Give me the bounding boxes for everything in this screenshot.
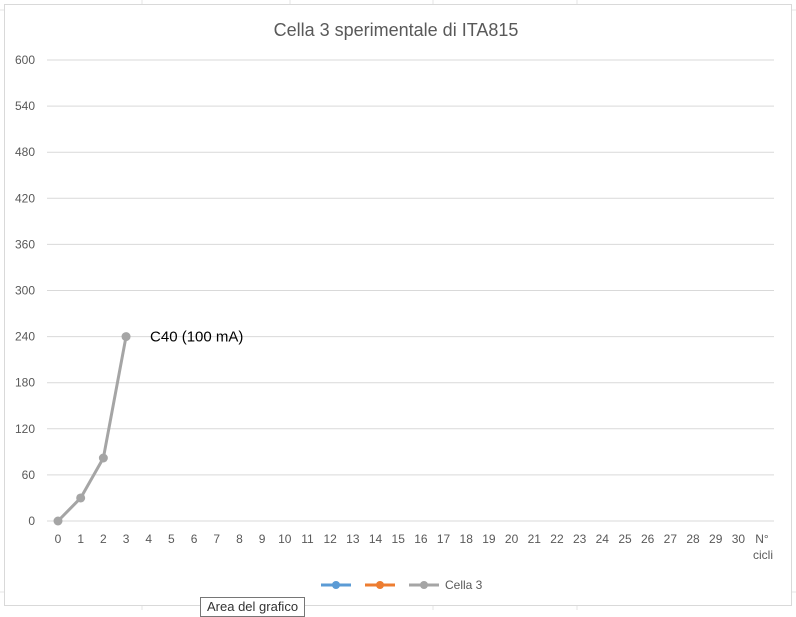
y-tick-label: 180	[15, 376, 35, 390]
x-tick-label: 6	[191, 532, 198, 546]
x-tick-label: 16	[414, 532, 428, 546]
data-annotation: C40 (100 mA)	[150, 329, 243, 346]
x-tick-label: 18	[460, 532, 474, 546]
data-point	[121, 332, 131, 342]
line-chart: Cella 3 sperimentale di ITA8150601201802…	[15, 20, 774, 592]
x-tick-label: 27	[664, 532, 678, 546]
data-point	[98, 453, 108, 463]
x-axis-title: cicli	[753, 548, 773, 562]
x-tick-label: 30	[732, 532, 746, 546]
x-tick-label: 4	[145, 532, 152, 546]
x-tick-label: 9	[259, 532, 266, 546]
x-tick-label: 15	[392, 532, 406, 546]
x-tick-label: 0	[55, 532, 62, 546]
chart-area[interactable]: Cella 3 sperimentale di ITA815 0 60 120 180 2…	[4, 4, 792, 606]
data-point	[53, 516, 63, 526]
x-tick-label: 2	[100, 532, 107, 546]
x-tick-label: 10	[278, 532, 292, 546]
x-tick-label: 5	[168, 532, 175, 546]
x-tick-label: 29	[709, 532, 723, 546]
x-tick-label: 12	[323, 532, 337, 546]
chart-area-tooltip: Area del grafico	[200, 597, 306, 617]
x-tick-label: 1	[77, 532, 84, 546]
y-tick-label: 120	[15, 422, 35, 436]
y-tick-label: 420	[15, 191, 35, 205]
x-tick-label: 22	[550, 532, 564, 546]
x-tick-label: 14	[369, 532, 383, 546]
x-tick-label: 7	[213, 532, 220, 546]
x-tick-label: 11	[301, 532, 314, 546]
y-tick-label: 0	[28, 514, 35, 528]
y-tick-label: 360	[15, 237, 35, 251]
x-tick-label: 28	[686, 532, 700, 546]
x-tick-label: 3	[123, 532, 130, 546]
legend-marker	[420, 581, 428, 589]
x-tick-label: 25	[618, 532, 632, 546]
x-tick-label: 19	[482, 532, 496, 546]
chart-title: Cella 3 sperimentale di ITA815	[274, 20, 519, 40]
x-axis-title: N°	[755, 532, 769, 546]
series-line	[56, 335, 128, 523]
data-point	[76, 493, 86, 503]
x-tick-label: 23	[573, 532, 587, 546]
y-tick-label: 480	[15, 145, 35, 159]
x-tick-label: 21	[528, 532, 542, 546]
legend-marker	[332, 581, 340, 589]
y-tick-label: 600	[15, 53, 35, 67]
y-tick-label: 60	[22, 468, 36, 482]
x-tick-label: 13	[346, 532, 360, 546]
legend-marker	[376, 581, 384, 589]
x-tick-label: 26	[641, 532, 655, 546]
x-tick-label: 20	[505, 532, 519, 546]
y-tick-label: 240	[15, 330, 35, 344]
legend-label: Cella 3	[445, 578, 483, 592]
x-tick-label: 24	[596, 532, 610, 546]
x-tick-label: 8	[236, 532, 243, 546]
y-tick-label: 540	[15, 99, 35, 113]
y-tick-label: 300	[15, 284, 35, 298]
x-tick-label: 17	[437, 532, 451, 546]
